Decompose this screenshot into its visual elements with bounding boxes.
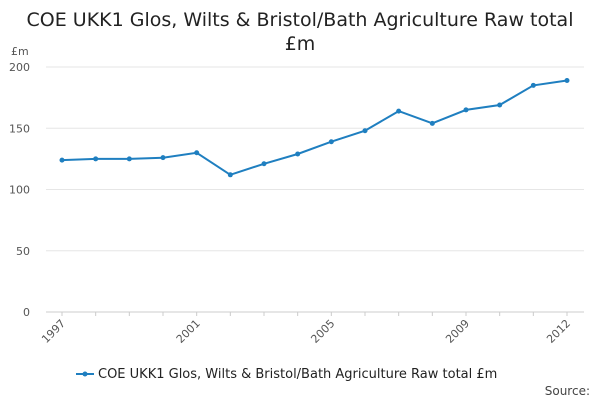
data-point-2002[interactable]	[227, 172, 233, 178]
data-point-2004[interactable]	[295, 151, 301, 157]
data-point-2001[interactable]	[194, 150, 200, 156]
data-point-2003[interactable]	[261, 161, 267, 167]
chart-title: COE UKK1 Glos, Wilts & Bristol/Bath Agri…	[0, 8, 600, 56]
data-point-2009[interactable]	[463, 107, 469, 113]
data-point-2012[interactable]	[564, 77, 570, 83]
data-point-2010[interactable]	[497, 102, 503, 108]
data-point-2007[interactable]	[396, 108, 402, 114]
data-point-1998[interactable]	[93, 156, 99, 162]
data-point-1999[interactable]	[126, 156, 132, 162]
series-line	[61, 79, 568, 176]
data-point-2000[interactable]	[160, 155, 166, 161]
y-tick-label-100: 100	[9, 184, 30, 197]
x-tick-label-2005: 2005	[308, 317, 337, 346]
data-point-1997[interactable]	[59, 157, 65, 163]
y-tick-label-0: 0	[23, 306, 30, 319]
x-tick-label-2012: 2012	[544, 317, 573, 346]
x-tick-label-2009: 2009	[443, 317, 472, 346]
data-point-2011[interactable]	[530, 82, 536, 88]
legend-label: COE UKK1 Glos, Wilts & Bristol/Bath Agri…	[98, 367, 497, 382]
x-tick-label-1997: 1997	[39, 317, 68, 346]
data-point-2006[interactable]	[362, 128, 368, 134]
chart-title-line-1: COE UKK1 Glos, Wilts & Bristol/Bath Agri…	[26, 9, 574, 31]
y-tick-label-150: 150	[9, 122, 30, 135]
data-point-2005[interactable]	[328, 139, 334, 145]
x-tick-label-2001: 2001	[174, 317, 203, 346]
series-points	[59, 77, 570, 178]
y-tick-label-200: 200	[9, 61, 30, 74]
x-axis-ticks: 1997 2001 2005 2009 2012	[39, 312, 573, 346]
legend: COE UKK1 Glos, Wilts & Bristol/Bath Agri…	[76, 367, 497, 382]
grid-lines	[46, 66, 584, 252]
chart-title-line-2: £m	[284, 33, 316, 55]
y-axis-ticks: 0 50 100 150 200	[9, 61, 30, 319]
legend-swatch-marker	[82, 371, 88, 377]
source-label: Source:	[545, 384, 590, 398]
y-axis-label: £m	[11, 45, 29, 58]
data-point-2008[interactable]	[429, 120, 435, 126]
y-tick-label-50: 50	[16, 245, 30, 258]
